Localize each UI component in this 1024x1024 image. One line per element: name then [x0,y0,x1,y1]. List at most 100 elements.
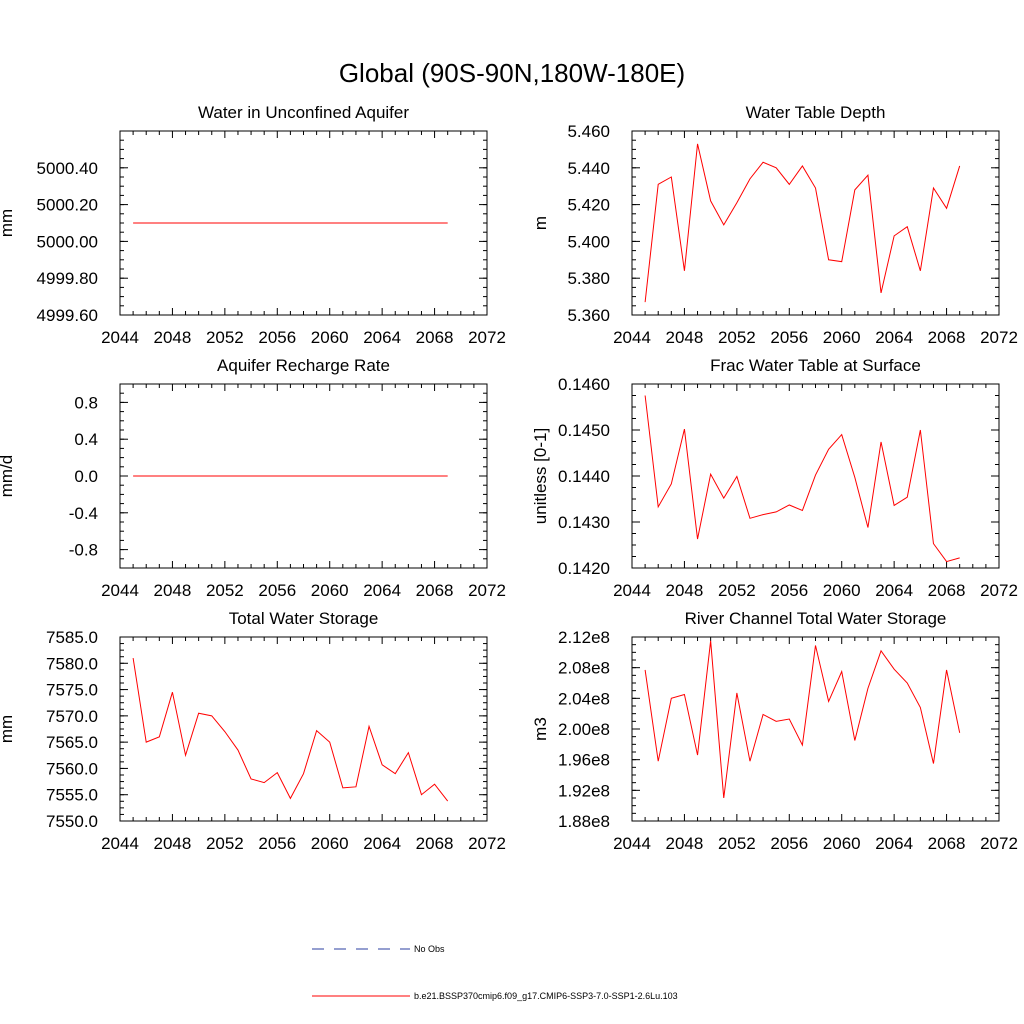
x-tick-label: 2064 [875,834,913,853]
x-tick-label: 2064 [875,581,913,600]
x-tick-label: 2056 [258,834,296,853]
panel-title: Frac Water Table at Surface [710,356,921,375]
x-tick-label: 2044 [101,834,139,853]
y-tick-label: 2.04e8 [558,689,610,708]
panel-title: Water Table Depth [746,103,886,122]
y-axis-label: m [531,216,550,230]
x-tick-label: 2060 [823,328,861,347]
x-tick-label: 2072 [468,328,506,347]
y-axis-label: mm [0,209,16,237]
x-tick-label: 2068 [928,834,966,853]
y-tick-label: 2.12e8 [558,628,610,647]
y-tick-label: 0.4 [74,430,98,449]
y-tick-label: 7575.0 [46,681,98,700]
panels: Water in Unconfined Aquifer 2044 2048 2052 2… [0,103,1018,853]
chart-panel: River Channel Total Water Storage 2044 204… [531,609,1018,853]
x-tick-label: 2044 [101,581,139,600]
x-tick-label: 2056 [770,328,808,347]
x-tick-label: 2052 [718,328,756,347]
x-tick-label: 2064 [875,328,913,347]
plot-frame [119,636,488,822]
y-tick-label: 4999.60 [37,306,98,325]
y-tick-label: 0.1460 [558,375,610,394]
x-tick-label: 2068 [416,328,454,347]
y-tick-label: 5.380 [567,269,610,288]
y-tick-label: 5.440 [567,159,610,178]
y-tick-label: 7555.0 [46,786,98,805]
series-line [644,640,961,799]
y-tick-label: 5.360 [567,306,610,325]
y-tick-label: -0.8 [69,541,98,560]
panel-title: River Channel Total Water Storage [685,609,947,628]
y-tick-label: 5000.00 [37,232,98,251]
x-tick-label: 2052 [718,581,756,600]
y-axis-label: mm/d [0,455,16,498]
plot-frame [631,130,1000,316]
chart-panel: Total Water Storage 2044 2048 2052 2056 2060 2… [0,609,506,853]
y-tick-label: 5.460 [567,122,610,141]
x-tick-label: 2060 [311,581,349,600]
y-tick-label: 7570.0 [46,707,98,726]
y-tick-label: 7550.0 [46,812,98,831]
y-tick-label: 1.96e8 [558,751,610,770]
x-tick-label: 2060 [823,834,861,853]
series-line [132,657,449,802]
x-tick-label: 2052 [206,328,244,347]
panel-title: Aquifer Recharge Rate [217,356,390,375]
x-tick-label: 2052 [206,581,244,600]
x-tick-label: 2048 [154,581,192,600]
x-tick-label: 2060 [311,328,349,347]
y-tick-label: 2.08e8 [558,659,610,678]
y-tick-label: 0.1450 [558,421,610,440]
x-tick-label: 2044 [613,834,651,853]
y-tick-label: 7585.0 [46,628,98,647]
y-tick-label: 5000.20 [37,196,98,215]
x-tick-label: 2072 [980,581,1018,600]
series-line [644,143,961,303]
x-tick-label: 2068 [416,581,454,600]
x-tick-label: 2068 [928,328,966,347]
plot-frame [631,636,1000,822]
y-tick-label: 1.88e8 [558,812,610,831]
y-tick-label: 7560.0 [46,759,98,778]
y-tick-label: 5.400 [567,232,610,251]
x-tick-label: 2056 [770,834,808,853]
x-tick-label: 2048 [666,834,704,853]
y-tick-label: 0.1430 [558,513,610,532]
chart-panel: Water in Unconfined Aquifer 2044 2048 2052 2… [0,103,506,347]
legend-obs-label: No Obs [414,944,445,954]
y-tick-label: 1.92e8 [558,781,610,800]
x-tick-label: 2052 [206,834,244,853]
x-tick-label: 2048 [666,328,704,347]
panel-title: Water in Unconfined Aquifer [198,103,409,122]
x-tick-label: 2072 [980,328,1018,347]
x-tick-label: 2060 [823,581,861,600]
chart-panel: Frac Water Table at Surface 2044 2048 2052 2… [531,356,1018,600]
x-tick-label: 2044 [101,328,139,347]
x-tick-label: 2060 [311,834,349,853]
panel-title: Total Water Storage [229,609,379,628]
y-axis-label: m3 [531,717,550,741]
y-tick-label: 2.00e8 [558,720,610,739]
series-line [644,395,960,563]
figure-title: Global (90S-90N,180W-180E) [339,58,685,88]
x-tick-label: 2056 [258,328,296,347]
x-tick-label: 2064 [363,328,401,347]
y-tick-label: 5.420 [567,196,610,215]
x-tick-label: 2048 [666,581,704,600]
x-tick-label: 2048 [154,834,192,853]
y-tick-label: 0.0 [74,467,98,486]
x-tick-label: 2056 [770,581,808,600]
legend: No Obs b.e21.BSSP370cmip6.f09_g17.CMIP6-… [312,944,678,1001]
x-tick-label: 2072 [468,581,506,600]
x-tick-label: 2044 [613,328,651,347]
x-tick-label: 2056 [258,581,296,600]
y-tick-label: 7565.0 [46,733,98,752]
y-axis-label: unitless [0-1] [531,428,550,524]
y-axis-label: mm [0,715,16,743]
chart-panel: Aquifer Recharge Rate 2044 2048 2052 2056 206… [0,356,506,600]
y-tick-label: 4999.80 [37,269,98,288]
x-tick-label: 2072 [980,834,1018,853]
x-tick-label: 2044 [613,581,651,600]
